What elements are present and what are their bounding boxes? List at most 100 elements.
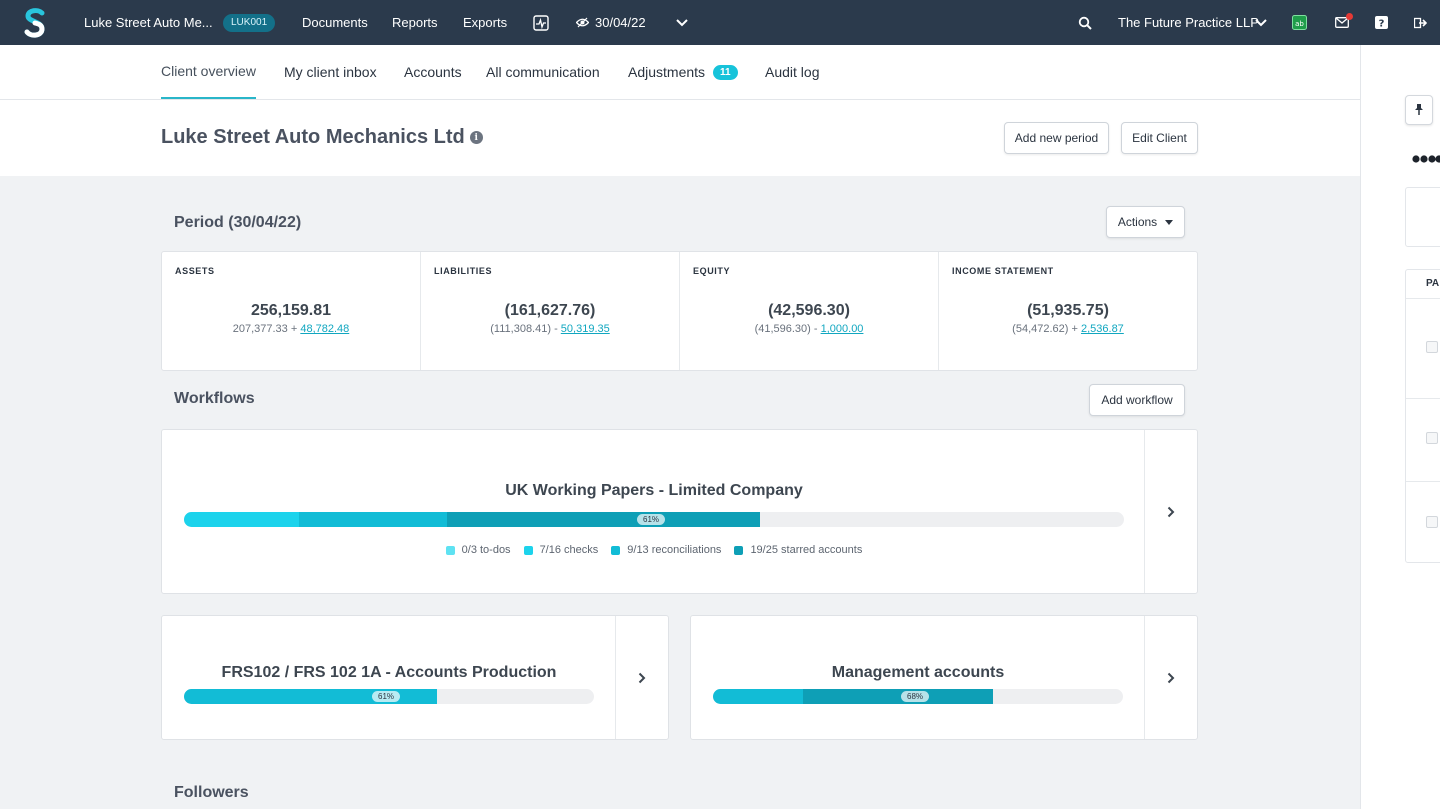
stat-equity: EQUITY (42,596.30) (41,596.30) - 1,000.0… (680, 252, 939, 370)
workflow-legend: 0/3 to-dos 7/16 checks 9/13 reconciliati… (184, 544, 1124, 556)
row-checkbox[interactable] (1426, 516, 1438, 528)
edit-client-button[interactable]: Edit Client (1121, 122, 1198, 154)
pulse-icon[interactable] (533, 0, 549, 45)
tabs-bar: Client overview My client inbox Accounts… (0, 45, 1360, 100)
stat-value: (42,596.30) (768, 302, 850, 319)
notification-dot (1346, 13, 1353, 20)
legend-swatch (734, 545, 744, 555)
progress-segment (713, 689, 803, 704)
tab-audit-log[interactable]: Audit log (765, 64, 820, 80)
client-header: Luke Street Auto Mechanics Ltd i Add new … (0, 100, 1360, 176)
progress-percent-label: 61% (637, 514, 666, 525)
workflow-card-management-accounts[interactable]: Management accounts (690, 615, 1198, 740)
progress-segment (803, 689, 993, 704)
workflow-card-frs102[interactable]: FRS102 / FRS 102 1A - Accounts Productio… (161, 615, 669, 740)
divider (1406, 481, 1440, 482)
adjustment-link[interactable]: 1,000.00 (820, 323, 864, 335)
tab-accounts[interactable]: Accounts (404, 64, 462, 80)
period-stats-panel: ASSETS 256,159.81 207,377.33 + 48,782.48… (161, 251, 1198, 371)
period-title: Period (30/04/22) (174, 214, 302, 231)
workflow-card-uk-working-papers[interactable]: UK Working Papers - Limited Company (161, 429, 1198, 594)
chevron-down-icon[interactable] (676, 0, 688, 45)
legend-item-checks: 7/16 checks (523, 544, 598, 556)
stat-breakdown: (41,596.30) - 1,000.00 (754, 323, 864, 335)
legend-swatch (611, 545, 621, 555)
tab-adjustments[interactable]: Adjustments 11 (628, 45, 738, 99)
help-icon[interactable]: ? (1375, 0, 1388, 45)
stat-label: EQUITY (693, 266, 731, 276)
info-icon[interactable]: i (469, 131, 483, 145)
adjustment-link[interactable]: 48,782.48 (300, 323, 350, 335)
stat-breakdown: (54,472.62) + 2,536.87 (1012, 323, 1124, 335)
stat-label: LIABILITIES (434, 266, 493, 276)
stat-value: (51,935.75) (1027, 302, 1109, 319)
panel-header: PA (1426, 278, 1440, 289)
legend-item-reconciliations: 9/13 reconciliations (611, 544, 721, 556)
mail-icon[interactable] (1335, 0, 1353, 45)
adjustments-count-badge: 11 (713, 64, 738, 80)
tab-client-overview[interactable]: Client overview (161, 45, 256, 99)
followers-title: Followers (174, 784, 249, 801)
chevron-right-icon[interactable] (615, 616, 668, 739)
add-workflow-button[interactable]: Add workflow (1089, 384, 1185, 416)
nav-exports[interactable]: Exports (463, 15, 508, 30)
add-new-period-button[interactable]: Add new period (1004, 122, 1109, 154)
chevron-right-icon[interactable] (1144, 616, 1197, 739)
progress-percent-label: 68% (901, 691, 930, 702)
app-icon[interactable]: ab (1292, 0, 1307, 45)
legend-swatch (445, 545, 455, 555)
practice-selector[interactable]: The Future Practice LLP (1118, 15, 1259, 30)
client-name-link[interactable]: Luke Street Auto Me... (84, 15, 213, 30)
adjustment-link[interactable]: 50,319.35 (560, 323, 610, 335)
stat-breakdown: (111,308.41) - 50,319.35 (490, 323, 610, 335)
stat-income-statement: INCOME STATEMENT (51,935.75) (54,472.62)… (939, 252, 1197, 370)
adjustment-link[interactable]: 2,536.87 (1080, 323, 1124, 335)
svg-text:?: ? (1379, 19, 1385, 30)
progress-segment-reconciliations (447, 512, 760, 527)
page-title-text: Luke Street Auto Mechanics Ltd (161, 126, 465, 148)
row-checkbox[interactable] (1426, 432, 1438, 444)
workflow-title: FRS102 / FRS 102 1A - Accounts Productio… (221, 664, 557, 681)
nav-reports[interactable]: Reports (392, 15, 438, 30)
stat-value: (161,627.76) (504, 302, 596, 319)
legend-swatch (523, 545, 533, 555)
panel-box (1405, 187, 1440, 247)
stat-value: 256,159.81 (250, 302, 332, 319)
workflow-progress-bar: 61% (184, 689, 594, 704)
divider (1406, 298, 1440, 299)
stat-assets: ASSETS 256,159.81 207,377.33 + 48,782.48 (162, 252, 421, 370)
workflows-title: Workflows (174, 390, 255, 407)
svg-text:ab: ab (1295, 20, 1304, 28)
legend-item-todos: 0/3 to-dos (445, 544, 511, 556)
logo-icon[interactable] (24, 0, 48, 45)
divider (1406, 398, 1440, 399)
practice-chevron-icon[interactable] (1255, 0, 1267, 45)
tab-all-communication[interactable]: All communication (486, 64, 600, 80)
row-checkbox[interactable] (1426, 341, 1438, 353)
nav-documents[interactable]: Documents (302, 15, 368, 30)
period-selector[interactable]: 30/04/22 (595, 15, 646, 30)
tab-adjustments-label: Adjustments (628, 64, 706, 80)
legend-item-starred-accounts: 19/25 starred accounts (734, 544, 862, 556)
stat-label: ASSETS (175, 266, 215, 276)
progress-percent-label: 61% (372, 691, 401, 702)
avatars-icon[interactable] (1412, 153, 1440, 171)
actions-label: Actions (1117, 215, 1158, 229)
progress-segment-checks (299, 512, 447, 527)
top-navigation-bar: Luke Street Auto Me... LUK001 Documents … (0, 0, 1440, 45)
tab-my-client-inbox[interactable]: My client inbox (284, 64, 377, 80)
actions-dropdown-button[interactable]: Actions (1106, 206, 1185, 238)
workflow-title: UK Working Papers - Limited Company (505, 482, 803, 499)
right-side-panel: PA (1360, 45, 1440, 809)
eye-icon[interactable] (576, 0, 589, 45)
stat-label: INCOME STATEMENT (952, 266, 1054, 276)
chevron-right-icon[interactable] (1144, 430, 1197, 593)
workflow-title: Management accounts (831, 664, 1005, 681)
workflow-progress-bar: 68% (713, 689, 1123, 704)
pin-icon[interactable] (1405, 95, 1433, 125)
search-icon[interactable] (1078, 0, 1092, 45)
panel-list: PA (1405, 269, 1440, 563)
stat-breakdown: 207,377.33 + 48,782.48 (232, 323, 350, 335)
logout-icon[interactable] (1414, 0, 1427, 45)
stat-liabilities: LIABILITIES (161,627.76) (111,308.41) - … (421, 252, 680, 370)
